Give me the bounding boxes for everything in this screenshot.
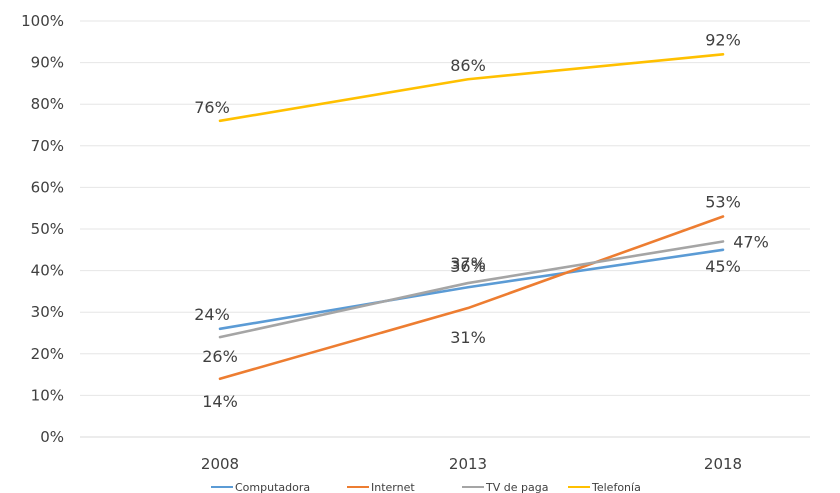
y-tick-label: 40% [31, 262, 64, 280]
y-axis-tick-labels: 0% 10% 20% 30% 40% 50% 60% 70% 80% 90% 100% [21, 12, 64, 446]
series-lines [218, 52, 725, 381]
data-label: 31% [450, 328, 486, 347]
y-tick-label: 30% [31, 303, 64, 321]
series-line-telefon-a [218, 52, 725, 123]
legend: Computadora Internet TV de paga Telefonía [211, 481, 641, 493]
y-tick-label: 50% [31, 220, 64, 238]
y-tick-label: 10% [31, 386, 64, 404]
y-tick-label: 90% [31, 54, 64, 72]
x-axis-tick-labels: 2008 2013 2018 [201, 455, 742, 473]
legend-label: TV de paga [485, 481, 548, 493]
legend-label: Computadora [235, 481, 310, 493]
data-label: 26% [202, 347, 238, 366]
y-tick-label: 0% [40, 428, 64, 446]
y-tick-label: 80% [31, 95, 64, 113]
data-label: 47% [733, 232, 769, 251]
series-line-internet [218, 215, 725, 381]
legend-item: TV de paga [462, 481, 548, 493]
data-label: 92% [705, 30, 741, 49]
series-line-tv-de-paga [218, 240, 725, 339]
data-label: 14% [202, 392, 238, 411]
data-labels: 26% 36% 45% 14% 31% 53% 24% 37% 47% 76% 86% 92% [194, 30, 769, 410]
legend-item: Computadora [211, 481, 310, 493]
y-tick-label: 70% [31, 137, 64, 155]
data-label: 36% [450, 257, 486, 276]
data-label: 86% [450, 56, 486, 75]
y-tick-label: 100% [21, 12, 64, 30]
legend-label: Internet [371, 481, 415, 493]
x-tick-label: 2008 [201, 455, 239, 473]
y-tick-label: 60% [31, 178, 64, 196]
data-label: 76% [194, 98, 230, 117]
x-tick-label: 2013 [449, 455, 487, 473]
series-line-computadora [218, 248, 725, 331]
data-label: 37% [450, 254, 486, 273]
data-label: 53% [705, 193, 741, 212]
data-label: 24% [194, 305, 230, 324]
y-tick-label: 20% [31, 345, 64, 363]
gridlines [80, 20, 810, 438]
legend-item: Telefonía [568, 481, 641, 493]
legend-label: Telefonía [591, 481, 641, 493]
legend-item: Internet [347, 481, 415, 493]
data-label: 45% [705, 257, 741, 276]
x-tick-label: 2018 [704, 455, 742, 473]
